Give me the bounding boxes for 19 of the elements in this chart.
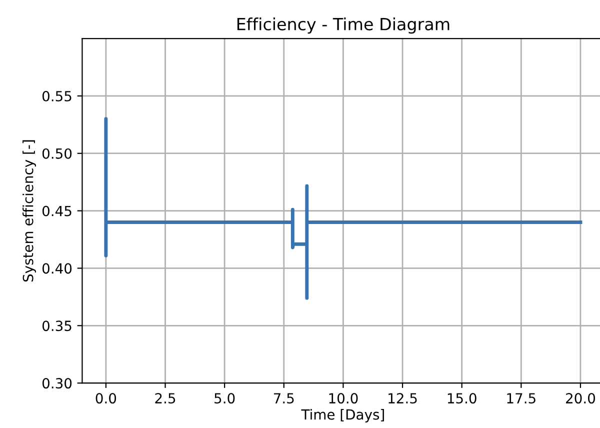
x-tick-label: 10.0: [329, 393, 358, 404]
y-tick-label: 0.45: [42, 206, 72, 216]
x-tick-label: 17.5: [507, 393, 536, 404]
x-tick-label: 5.0: [214, 393, 235, 404]
x-tick-label: 2.5: [155, 393, 176, 404]
line-series: [104, 117, 582, 300]
y-tick-label: 0.55: [42, 90, 72, 102]
y-tick-label: 0.40: [42, 263, 72, 274]
x-tick-label: 0.0: [96, 393, 116, 404]
y-axis-title: System efficiency [-]: [22, 140, 36, 282]
x-tick-label: 12.5: [388, 393, 417, 404]
x-tick-label: 7.5: [274, 393, 294, 404]
x-tick-label: 15.0: [448, 393, 476, 404]
y-tick-label: 0.50: [42, 148, 72, 159]
y-tick-label: 0.35: [42, 320, 72, 332]
x-axis-title: Time [Days]: [301, 409, 384, 422]
y-tick-label: 0.30: [42, 378, 72, 389]
chart-title: Efficiency - Time Diagram: [237, 18, 450, 34]
x-tick-label: 20.0: [566, 393, 596, 404]
